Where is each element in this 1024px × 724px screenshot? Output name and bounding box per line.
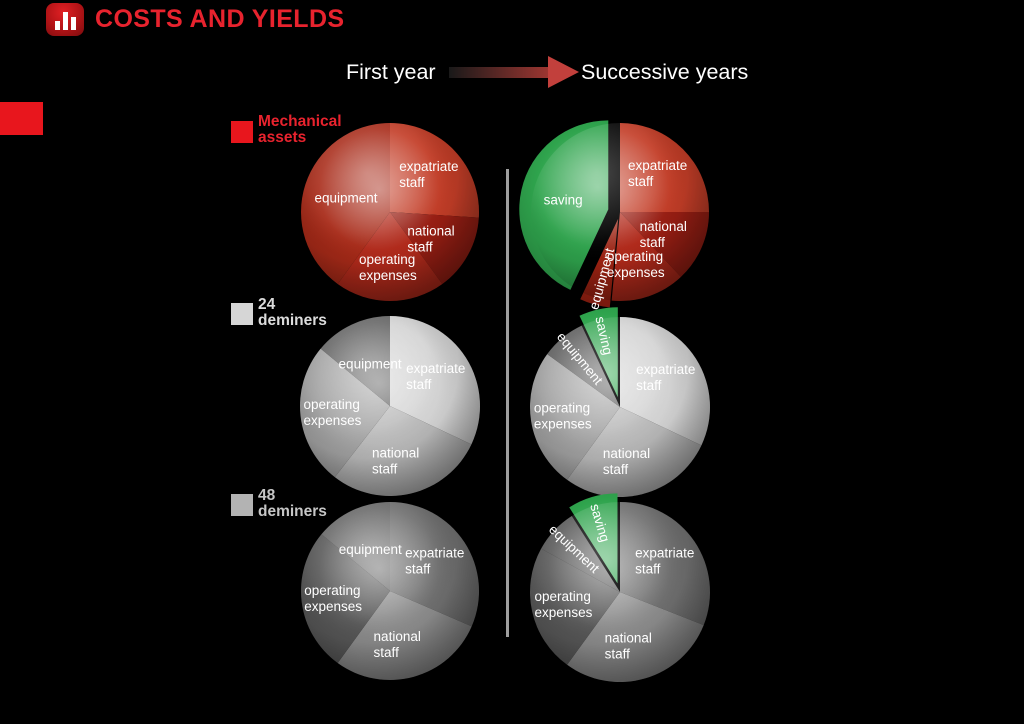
- pie-gloss-overlay: [530, 317, 710, 497]
- pie-label-national-staff: national staff: [640, 219, 687, 250]
- pie-24-deminers-first-year: expatriate staff national staff operating exp…: [299, 315, 480, 496]
- pie-label-expatriate-staff: expatriate staff: [399, 159, 458, 190]
- column-divider: [506, 169, 509, 637]
- bar-chart-icon-bar: [54, 21, 60, 30]
- page-title: COSTS AND YIELDS: [95, 5, 345, 33]
- pie-label-operating-expenses: operating expenses: [607, 249, 665, 280]
- legend-swatch-48-deminers: [231, 494, 253, 516]
- red-accent-block: [0, 102, 43, 135]
- column-header-first-year: First year: [346, 60, 436, 84]
- pie-label-national-staff: national staff: [407, 224, 454, 255]
- pie-gloss-overlay: [300, 316, 480, 496]
- pie-label-national-staff: national staff: [374, 629, 421, 660]
- pie-label-operating-expenses: operating expenses: [359, 252, 417, 283]
- pie-label-equipment: equipment: [314, 191, 377, 206]
- pie-gloss-overlay: [530, 502, 710, 682]
- pie-label-equipment: equipment: [339, 357, 402, 372]
- bar-chart-icon-bar: [70, 17, 76, 30]
- bar-chart-icon-bar: [62, 12, 68, 30]
- pie-48-deminers-first-year: expatriate staff national staff operating exp…: [301, 502, 480, 680]
- pie-label-expatriate-staff: expatriate staff: [636, 362, 695, 393]
- column-header-successive-years: Successive years: [581, 60, 749, 84]
- pie-label-national-staff: national staff: [603, 446, 650, 477]
- pie-label-national-staff: national staff: [372, 445, 419, 476]
- pie-gloss-overlay: [301, 123, 479, 301]
- pie-label-expatriate-staff: expatriate staff: [406, 361, 465, 392]
- legend-label-48-deminers: 48 deminers: [258, 487, 327, 520]
- pie-label-equipment: equipment: [339, 542, 402, 557]
- bar-chart-icon: [46, 3, 84, 36]
- pie-gloss-overlay: [301, 502, 479, 680]
- pie-label-operating-expenses: operating expenses: [534, 401, 592, 432]
- pie-label-national-staff: national staff: [605, 631, 652, 662]
- pie-label-expatriate-staff: expatriate staff: [635, 546, 694, 577]
- pie-label-operating-expenses: operating expenses: [535, 589, 593, 620]
- pie-label-operating-expenses: operating expenses: [304, 397, 362, 428]
- legend-label-24-deminers: 24 deminers: [258, 296, 327, 329]
- legend-label-mechanical-assets: Mechanical assets: [258, 113, 342, 146]
- pie-24-deminers-successive-years: expatriate staff national staff operating exp…: [530, 307, 710, 497]
- pie-label-expatriate-staff: expatriate staff: [405, 546, 464, 577]
- pie-label-saving: saving: [544, 192, 583, 207]
- legend-swatch-mechanical-assets: [231, 121, 253, 143]
- pie-label-expatriate-staff: expatriate staff: [628, 158, 687, 189]
- pie-48-deminers-successive-years: expatriate staff national staff operating exp…: [529, 493, 710, 682]
- transition-arrow-icon: [548, 56, 579, 88]
- transition-arrow-shaft: [449, 67, 549, 78]
- pie-gloss-overlay: [531, 123, 709, 301]
- legend-swatch-24-deminers: [231, 303, 253, 325]
- pie-label-operating-expenses: operating expenses: [304, 583, 362, 614]
